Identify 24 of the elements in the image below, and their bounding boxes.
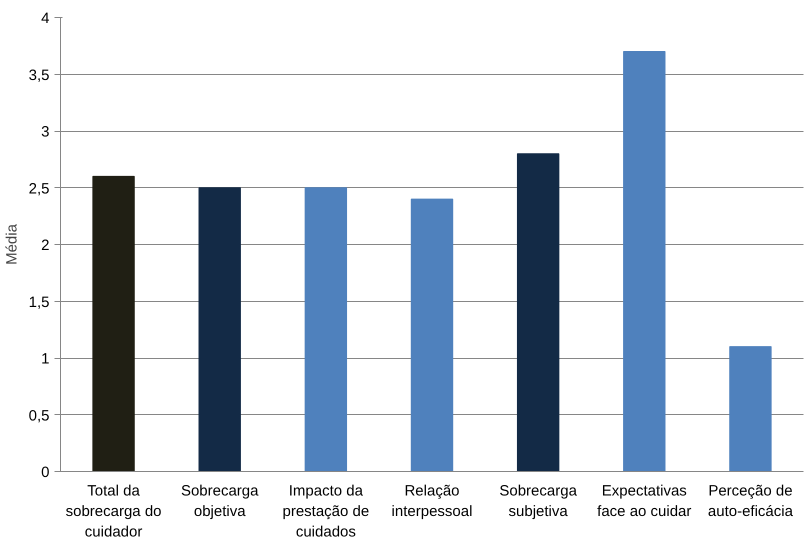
y-tick-label: 4 xyxy=(41,10,50,27)
y-tick-label: 3 xyxy=(41,124,50,140)
bar xyxy=(198,187,241,472)
y-tick-label: 2,5 xyxy=(28,180,50,198)
bar xyxy=(92,176,135,472)
y-tick-label: 0 xyxy=(41,464,50,481)
bar xyxy=(304,187,348,472)
x-tick-label: Sobrecarga subjetiva xyxy=(499,482,578,520)
x-tick-label: Impacto da prestação de cuidados xyxy=(282,482,370,540)
x-tick-label: Perceção de auto-eficácia xyxy=(708,482,794,520)
y-axis-title: Média xyxy=(4,223,21,265)
y-tick-label: 1 xyxy=(41,350,50,368)
bar xyxy=(729,346,772,472)
bar xyxy=(410,198,454,472)
y-tick-label: 0,5 xyxy=(28,407,50,424)
x-tick-label: Relação interpessoal xyxy=(392,482,472,520)
y-tick-label: 1,5 xyxy=(28,294,50,311)
x-tick-label: Total da sobrecarga do cuidador xyxy=(66,482,162,540)
x-tick-label: Sobrecarga objetiva xyxy=(180,482,260,520)
y-tick-label: 3,5 xyxy=(28,66,50,84)
y-tick-label: 2 xyxy=(41,237,50,254)
bar xyxy=(516,153,560,472)
x-tick-label: Expectativas face ao cuidar xyxy=(597,482,692,520)
bar xyxy=(623,51,666,472)
